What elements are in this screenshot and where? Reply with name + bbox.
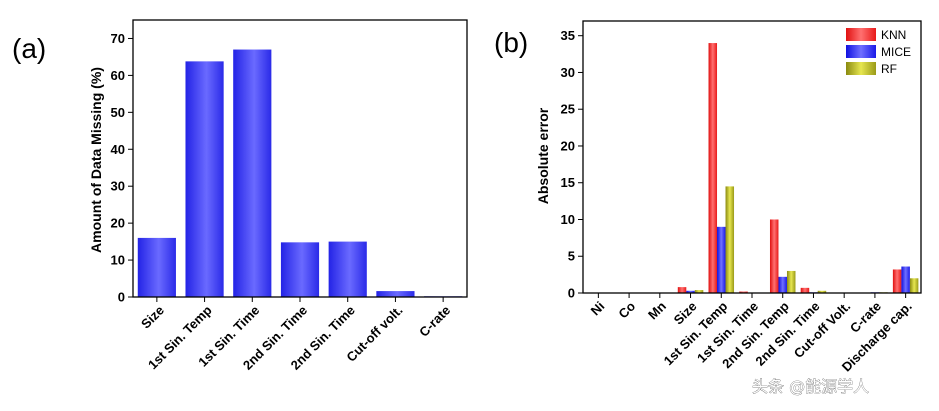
bar-a-3 (280, 242, 320, 297)
bar-mice-4 (717, 226, 726, 293)
legend-label-rf: RF (881, 62, 897, 76)
y-tick-label-b: 15 (561, 175, 575, 190)
bars-a (137, 49, 463, 298)
y-tick-label-a: 60 (111, 68, 125, 83)
x-tick-label-b: Co (615, 298, 638, 321)
y-axis-label-a: Amount of Data Missing (%) (88, 67, 104, 253)
legend-swatch-mice (846, 45, 876, 58)
y-tick-label-b: 20 (561, 138, 575, 153)
y-ticks-b: 0 5 10 15 20 25 30 35 (561, 28, 583, 301)
x-tick-label-b: Mn (645, 298, 669, 322)
panel-label-b: (b) (494, 27, 528, 58)
y-tick-label-b: 10 (561, 212, 575, 227)
y-tick-label-a: 40 (111, 142, 125, 157)
bar-rf-4 (725, 186, 735, 293)
bar-knn-7 (800, 287, 810, 293)
y-tick-label-a: 30 (111, 179, 125, 194)
bar-mice-3 (686, 290, 695, 293)
x-tick-label-b: Ni (588, 299, 608, 319)
bar-rf-7 (817, 290, 827, 293)
y-ticks-a: 0 10 20 30 40 50 60 70 (111, 31, 133, 305)
x-tick-label-a: C-rate (416, 303, 453, 340)
y-tick-label-a: 10 (111, 253, 125, 268)
x-tick-label-a: Size (138, 303, 167, 332)
y-tick-label-b: 25 (561, 102, 575, 117)
bar-knn-10 (892, 269, 902, 293)
y-tick-label-b: 35 (561, 28, 575, 43)
bar-a-0 (137, 237, 176, 297)
bar-knn-3 (677, 287, 687, 293)
legend-b: KNN MICE RF (846, 28, 911, 76)
y-tick-label-a: 70 (111, 31, 125, 46)
y-tick-label-a: 50 (111, 105, 125, 120)
legend-label-knn: KNN (881, 28, 906, 42)
bar-a-1 (185, 61, 224, 298)
y-axis-label-b: Absolute error (535, 107, 551, 204)
bar-mice-6 (778, 276, 787, 293)
panel-b: (b) Absolute error 0 5 10 15 20 25 30 35 Ni Co Mn… (494, 20, 922, 375)
watermark: 头条 @能源学人 (752, 377, 869, 396)
bar-a-4 (328, 241, 367, 297)
panel-label-a: (a) (12, 33, 46, 64)
bar-a-5 (376, 291, 415, 297)
bar-rf-6 (786, 270, 796, 293)
bar-rf-10 (909, 278, 919, 293)
legend-swatch-knn (846, 28, 876, 41)
y-tick-label-b: 30 (561, 65, 575, 80)
legend-swatch-rf (846, 62, 876, 75)
y-tick-label-a: 0 (118, 290, 125, 305)
panel-a: (a) Amount of Data Missing (%) 0 10 20 30 40… (12, 19, 468, 373)
plot-frame-b (582, 20, 922, 294)
bar-knn-5 (739, 291, 748, 293)
plot-frame-a (132, 19, 468, 298)
bar-knn-6 (769, 219, 779, 293)
bar-knn-4 (708, 43, 718, 294)
bar-a-2 (233, 49, 272, 298)
y-tick-label-b: 5 (568, 249, 575, 264)
y-tick-label-b: 0 (568, 286, 575, 301)
bars-b (677, 43, 919, 294)
bar-mice-10 (901, 266, 910, 293)
y-tick-label-a: 20 (111, 216, 125, 231)
bar-rf-3 (694, 290, 704, 293)
legend-label-mice: MICE (881, 45, 911, 59)
